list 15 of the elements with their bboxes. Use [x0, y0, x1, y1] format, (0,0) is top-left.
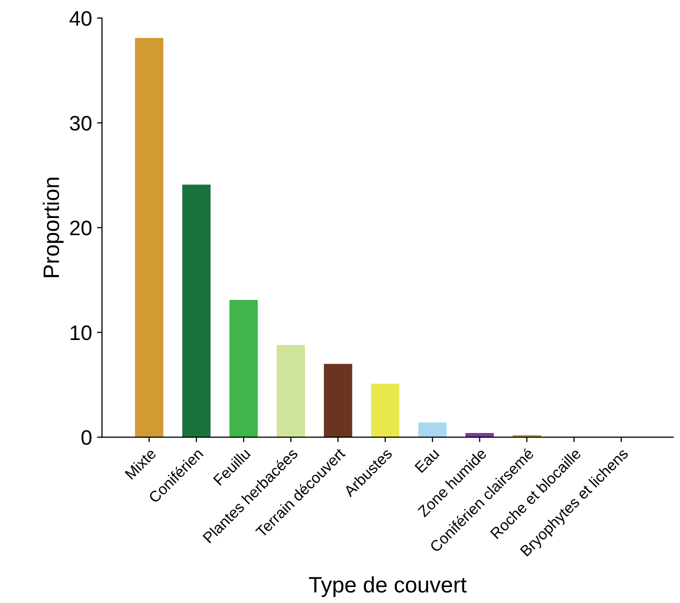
y-axis-title: Proportion [42, 178, 64, 278]
y-tick-label: 20 [70, 220, 92, 236]
x-axis-title: Type de couvert [309, 576, 467, 598]
bar [229, 300, 258, 438]
bar [324, 364, 352, 438]
x-tick-label: Eau [414, 448, 440, 474]
bar [371, 384, 400, 438]
bar [182, 184, 211, 438]
bar [135, 38, 164, 438]
y-tick-label: 0 [82, 430, 92, 445]
bar [418, 422, 447, 438]
y-tick-label: 30 [70, 116, 92, 131]
y-tick-label: 40 [70, 11, 92, 26]
y-tick-label: 10 [70, 325, 92, 340]
bar [276, 344, 305, 438]
